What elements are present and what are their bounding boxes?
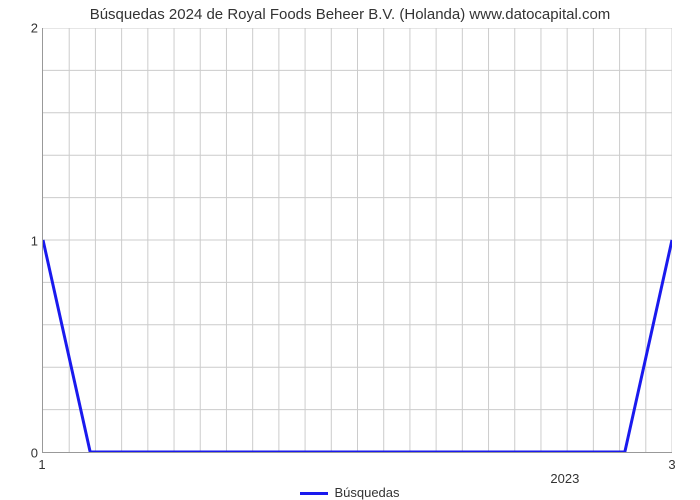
y-tick-label: 0 (22, 446, 38, 461)
y-tick-label: 1 (22, 233, 38, 248)
chart-title: Búsquedas 2024 de Royal Foods Beheer B.V… (0, 6, 700, 23)
legend-line-swatch (300, 492, 328, 495)
x-tick-label: 3 (668, 457, 675, 472)
plot-area (42, 28, 672, 453)
x-tick-label: 1 (38, 457, 45, 472)
legend-label: Búsquedas (334, 485, 399, 500)
chart-container: Búsquedas 2024 de Royal Foods Beheer B.V… (0, 0, 700, 500)
chart-svg (43, 28, 672, 452)
legend: Búsquedas (0, 485, 700, 500)
y-tick-label: 2 (22, 21, 38, 36)
secondary-x-label: 2023 (550, 471, 579, 486)
